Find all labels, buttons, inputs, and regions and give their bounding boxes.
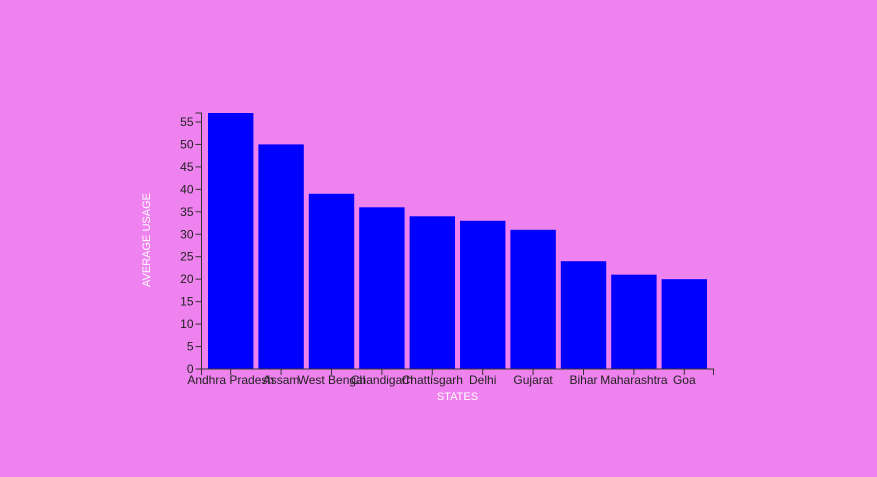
x-tick-label: Chattisgarh [402, 373, 463, 387]
bar-chandigarh [359, 207, 405, 369]
bar-west-bengal [308, 193, 355, 369]
y-tick-label: 25 [180, 250, 194, 264]
y-tick-label: 35 [180, 205, 194, 219]
x-tick-label: Chandigarh [351, 373, 413, 387]
x-tick-label: Bihar [569, 373, 597, 387]
x-tick-label: Andhra Pradesh [187, 373, 274, 387]
x-tick-label: Goa [673, 373, 696, 387]
x-tick-label: Assam [263, 373, 300, 387]
bars-layer [208, 113, 707, 369]
y-axis-title: AVERAGE USAGE [141, 193, 153, 287]
y-tick-label: 10 [180, 317, 194, 331]
y-axis-line [195, 112, 202, 370]
y-tick-label: 20 [180, 272, 194, 286]
y-tick-label: 0 [187, 362, 194, 376]
bar-gujarat [510, 229, 556, 369]
x-tick-label: West Bengal [298, 373, 366, 387]
bar-bihar [560, 261, 607, 369]
y-tick-label: 30 [180, 227, 194, 241]
y-tick-label: 15 [180, 295, 194, 309]
bar-chattisgarh [409, 216, 455, 369]
y-tick-label: 40 [180, 182, 194, 196]
x-tick-label: Delhi [469, 373, 496, 387]
y-tick-label: 55 [180, 115, 194, 129]
bar-assam [258, 144, 304, 369]
y-tick-label: 45 [180, 160, 194, 174]
x-axis-title: STATES [437, 391, 478, 403]
y-tick-label: 50 [180, 137, 194, 151]
x-tick-label: Gujarat [513, 373, 553, 387]
bar-goa [661, 279, 707, 369]
y-tick-label: 5 [187, 340, 194, 354]
bar-andhra-pradesh [208, 113, 254, 369]
y-axis: 0 5 10 15 20 25 30 35 40 45 50 55 [180, 112, 202, 376]
x-tick-label: Maharashtra [600, 373, 668, 387]
x-axis-line [201, 368, 714, 375]
y-axis-ticks: 0 5 10 15 20 25 30 35 40 45 50 55 [180, 115, 202, 376]
bar-maharashtra [611, 274, 657, 369]
bar-delhi [460, 220, 506, 369]
